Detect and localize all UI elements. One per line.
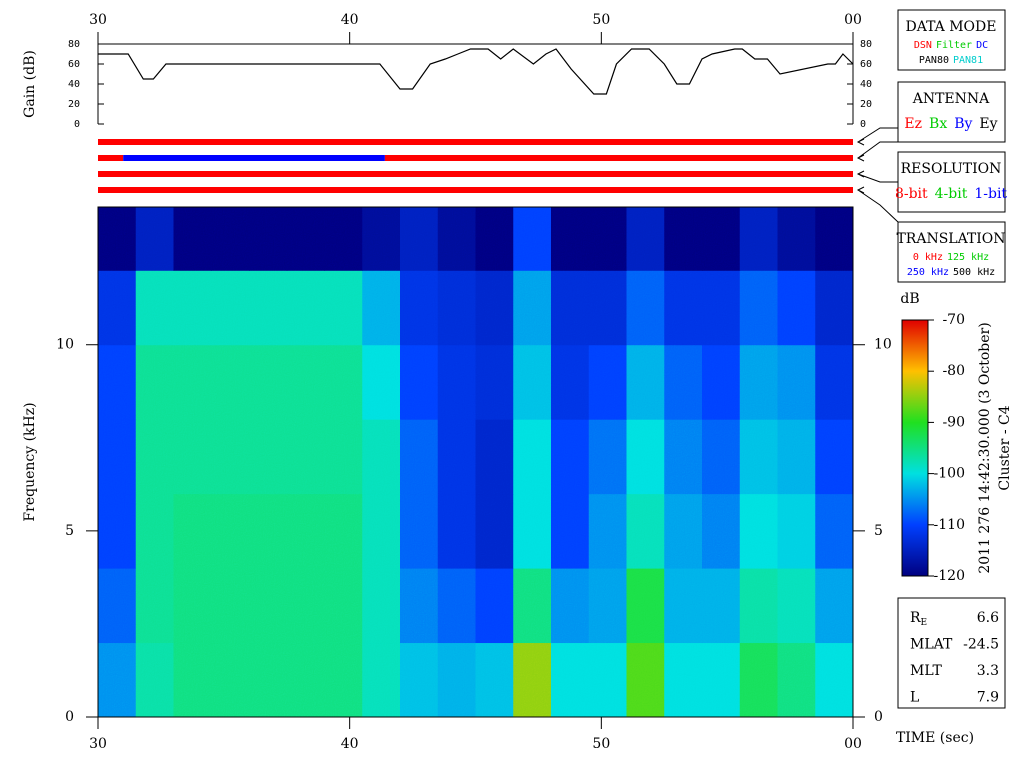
status-bar bbox=[98, 139, 853, 145]
legend-entry: 0 kHz bbox=[913, 252, 943, 263]
legend-entry: Bx bbox=[929, 116, 947, 132]
legend-line: PAN80 PAN81 bbox=[919, 55, 983, 66]
y-axis-title: Frequency (kHz) bbox=[22, 402, 38, 521]
info-label: RE bbox=[910, 610, 927, 628]
y-tick-label: 60 bbox=[860, 59, 872, 70]
info-label-main: L bbox=[910, 690, 919, 706]
legend-entry: Ez bbox=[904, 116, 922, 132]
x-tick-label: 50 bbox=[592, 12, 610, 28]
gain-line bbox=[98, 48, 854, 95]
connectors bbox=[856, 127, 899, 223]
legend-entry: 4-bit bbox=[935, 186, 968, 202]
y-tick-label: 40 bbox=[860, 79, 872, 90]
x-tick-label: 00 bbox=[844, 12, 862, 28]
y-tick-label: 0 bbox=[874, 709, 883, 725]
info-value: 7.9 bbox=[977, 690, 999, 706]
info-label: L bbox=[910, 690, 919, 706]
legend-line: Ez Bx By Ey bbox=[904, 116, 997, 132]
colorbar-tick-label: -80 bbox=[942, 363, 965, 379]
panel-title: TRANSLATION bbox=[896, 231, 1005, 247]
legend-entry: By bbox=[954, 116, 972, 132]
plot-frame bbox=[97, 206, 854, 718]
y-tick-label: 10 bbox=[56, 337, 74, 353]
x-tick-label: 40 bbox=[341, 736, 359, 752]
colorbar-tick-label: -100 bbox=[934, 466, 965, 482]
y-tick-label: 5 bbox=[874, 523, 883, 539]
gain-axis-title: Gain (dB) bbox=[22, 50, 38, 118]
spacecraft-label: Cluster - C4 bbox=[997, 405, 1013, 490]
info-value: -24.5 bbox=[963, 637, 999, 653]
y-tick-label: 20 bbox=[68, 99, 80, 110]
panel-box bbox=[897, 81, 1006, 143]
legend-entry: DSN bbox=[914, 40, 932, 51]
legend-entry: PAN81 bbox=[953, 55, 983, 66]
info-label-sub: E bbox=[921, 618, 928, 628]
y-tick-label: 80 bbox=[860, 39, 872, 50]
panel-title: DATA MODE bbox=[906, 19, 997, 35]
legend-entry: PAN80 bbox=[919, 55, 949, 66]
info-label: MLAT bbox=[910, 637, 953, 653]
y-tick-label: 60 bbox=[68, 59, 80, 70]
legend-line: DSN Filter DC bbox=[914, 40, 988, 51]
x-tick-label: 30 bbox=[89, 736, 107, 752]
colorbar bbox=[901, 319, 929, 577]
y-tick-label: 5 bbox=[65, 523, 74, 539]
info-label-main: MLAT bbox=[910, 637, 953, 653]
status-bar bbox=[98, 171, 853, 177]
info-label-main: R bbox=[910, 610, 921, 626]
legend-entry: 1-bit bbox=[974, 186, 1007, 202]
colorbar-tick-label: -120 bbox=[934, 568, 965, 584]
info-label-main: MLT bbox=[910, 663, 942, 679]
panel-box bbox=[897, 221, 1006, 283]
panel-title: RESOLUTION bbox=[901, 161, 1002, 177]
y-tick-label: 80 bbox=[68, 39, 80, 50]
panel-box bbox=[897, 9, 1006, 71]
x-tick-label: 30 bbox=[89, 12, 107, 28]
legend-line: 8-bit 4-bit 1-bit bbox=[895, 186, 1007, 202]
info-value: 3.3 bbox=[977, 663, 999, 679]
status-bar bbox=[98, 155, 124, 161]
legend-entry: 125 kHz bbox=[947, 252, 989, 263]
legend-entry: 250 kHz bbox=[907, 267, 949, 278]
status-bar bbox=[98, 187, 853, 193]
info-label: MLT bbox=[910, 663, 942, 679]
texture bbox=[98, 207, 853, 717]
status-bar bbox=[384, 155, 853, 161]
x-axis-title: TIME (sec) bbox=[896, 730, 974, 746]
legend-entry: Filter bbox=[936, 40, 972, 51]
info-box bbox=[897, 597, 1006, 709]
y-tick-label: 0 bbox=[65, 709, 74, 725]
colorbar-tick-label: -110 bbox=[934, 517, 965, 533]
x-tick-label: 40 bbox=[341, 12, 359, 28]
colorbar-tick-label: -70 bbox=[942, 312, 965, 328]
y-tick-label: 0 bbox=[74, 119, 80, 130]
legend-line: 250 kHz 500 kHz bbox=[907, 267, 995, 278]
y-tick-label: 10 bbox=[874, 337, 892, 353]
info-value: 6.6 bbox=[977, 610, 999, 626]
legend-entry: DC bbox=[976, 40, 988, 51]
legend-line: 0 kHz 125 kHz bbox=[913, 252, 989, 263]
colorbar-title: dB bbox=[900, 291, 919, 307]
legend-entry: 8-bit bbox=[895, 186, 928, 202]
panel-title: ANTENNA bbox=[912, 91, 990, 107]
colorbar-tick-label: -90 bbox=[942, 414, 965, 430]
panel-box bbox=[897, 151, 1006, 213]
y-tick-label: 20 bbox=[860, 99, 872, 110]
legend-entry: 500 kHz bbox=[953, 267, 995, 278]
date-label: 2011 276 14:42:30.000 (3 October) bbox=[977, 322, 993, 573]
x-tick-label: 00 bbox=[844, 736, 862, 752]
y-tick-label: 0 bbox=[860, 119, 866, 130]
x-tick-label: 50 bbox=[592, 736, 610, 752]
legend-entry: Ey bbox=[979, 116, 997, 132]
status-bar bbox=[123, 155, 385, 161]
y-tick-label: 40 bbox=[68, 79, 80, 90]
